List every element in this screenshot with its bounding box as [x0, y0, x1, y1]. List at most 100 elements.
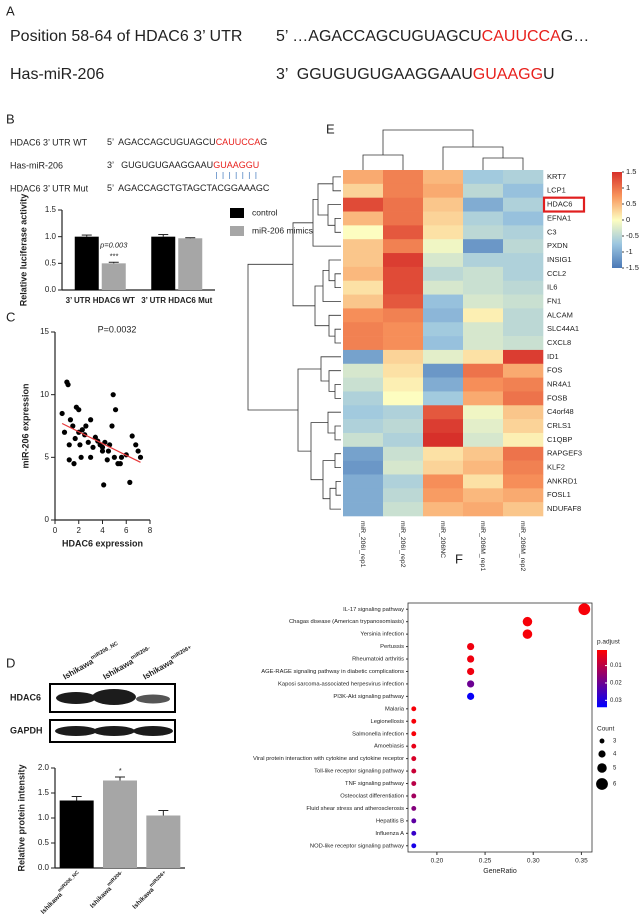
- size-legend-label: 6: [613, 782, 617, 788]
- heatmap-cell: [503, 211, 544, 226]
- heatmap-cell: [463, 280, 504, 295]
- heatmap-cell: [423, 363, 464, 378]
- heatmap-cell: [343, 211, 384, 226]
- heatmap-cell: [423, 405, 464, 420]
- heatmap-cell: [343, 308, 384, 323]
- point: [59, 410, 65, 417]
- colorbar: [597, 650, 607, 708]
- heatmap-cell: [463, 446, 504, 461]
- heatmap-cell: [463, 322, 504, 337]
- y-tick-label: Salmonella infection: [352, 731, 404, 737]
- heatmap-cell: [463, 460, 504, 475]
- heatmap-cell: [343, 225, 384, 240]
- heatmap-cell: [423, 239, 464, 254]
- binding-site: CAUUCCA: [216, 137, 261, 147]
- heatmap-cell: [503, 253, 544, 268]
- heatmap-cell: [463, 377, 504, 392]
- heatmap-cell: [343, 170, 384, 185]
- blot-band: [56, 692, 96, 704]
- y-tick-label: AGE-RAGE signaling pathway in diabetic c…: [261, 669, 404, 675]
- y-tick-label: NOD-like receptor signaling pathway: [310, 843, 404, 849]
- row-label: IL6: [547, 283, 557, 292]
- size-legend-label: 3: [613, 739, 617, 745]
- y-tick-label: 0.5: [38, 838, 50, 847]
- point: [83, 423, 89, 429]
- y-tick-label: TNF signaling pathway: [345, 781, 404, 787]
- heatmap-cell: [343, 377, 384, 392]
- row-label: SLC44A1: [547, 324, 579, 333]
- dot: [467, 655, 475, 663]
- heatmap-cell: [383, 225, 424, 240]
- dot: [467, 692, 475, 700]
- heatmap-cell: [463, 211, 504, 226]
- row-label: KLF2: [547, 463, 565, 472]
- lane-label-base: Ishikawa: [102, 657, 136, 682]
- dot: [411, 706, 417, 712]
- y-tick-label: Amoebiasis: [374, 744, 404, 750]
- heatmap-cell: [383, 349, 424, 365]
- heatmap-cell: [463, 363, 504, 378]
- lane-label-sup: miR206-: [130, 646, 152, 662]
- heatmap-cell: [343, 266, 384, 282]
- heatmap-cell: [463, 432, 504, 448]
- colorbar-tick-label: 0: [626, 215, 630, 224]
- point: [72, 435, 78, 442]
- colorbar-tick-label: -1.5: [626, 263, 639, 272]
- blot-band: [55, 726, 97, 736]
- heatmap-cell: [423, 336, 464, 351]
- bar: [59, 800, 94, 868]
- size-legend-label: 5: [613, 766, 617, 772]
- blot-row-label: GAPDH: [10, 725, 43, 735]
- row-label: C4orf48: [547, 407, 574, 416]
- dot: [411, 830, 417, 836]
- heatmap-cell: [383, 336, 424, 351]
- error-bar: [158, 234, 169, 237]
- bar: [146, 815, 181, 868]
- sequence: 5’ …AGACCAGCUGUAGCUCAUUCCAG…: [276, 28, 589, 45]
- heatmap-cell: [463, 349, 504, 365]
- heatmap-cell: [503, 460, 544, 475]
- heatmap-cell: [343, 405, 384, 420]
- error-bar: [81, 234, 92, 237]
- heatmap-cell: [503, 239, 544, 254]
- y-tick-label: Rheumatoid arthritis: [352, 657, 404, 663]
- x-tick-label: 2: [77, 526, 82, 535]
- point: [110, 392, 116, 398]
- sequence-part: G…: [561, 28, 589, 45]
- y-tick-label: Influenza A: [375, 831, 404, 837]
- row-label: FOSL1: [547, 490, 571, 499]
- heatmap-cell: [383, 266, 424, 282]
- point: [78, 454, 84, 460]
- x-tick-label-sup: miR206_NC: [57, 870, 81, 894]
- point: [67, 417, 74, 423]
- row-label: C1QBP: [547, 435, 572, 444]
- bar: [151, 236, 176, 290]
- heatmap-cell: [343, 197, 384, 212]
- point: [137, 454, 144, 460]
- row-label: NR4A1: [547, 380, 571, 389]
- colorbar-tick-label: -1: [626, 247, 633, 256]
- sequence-part: 3’ GGUGUGUGAAGGAAU: [276, 66, 473, 83]
- dot: [411, 818, 417, 824]
- point: [101, 482, 107, 488]
- legend-label: miR-206 mimics: [252, 225, 313, 235]
- lane-label-sup: miR206_NC: [90, 641, 119, 661]
- dot: [411, 781, 417, 786]
- point: [90, 444, 96, 450]
- sequence: 3’ GGUGUGUGAAGGAAUGUAAGGU: [276, 66, 555, 83]
- heatmap-cell: [343, 419, 384, 434]
- bar: [178, 238, 203, 290]
- binding-site: CAUUCCA: [482, 28, 561, 45]
- sequence-part: 5’ AGACCAGCTGTAGCTACGGAAAGC: [107, 183, 270, 193]
- bar: [74, 236, 99, 290]
- y-tick-label: 1.0: [45, 232, 57, 241]
- heatmap-cell: [343, 349, 384, 365]
- y-tick-label: Fluid shear stress and atherosclerosis: [306, 806, 404, 812]
- point: [61, 429, 68, 435]
- sequence-part: G: [260, 137, 267, 147]
- sequence-name: Has-miR-206: [10, 160, 63, 170]
- heatmap-cell: [503, 474, 544, 489]
- legend-label: control: [252, 207, 278, 217]
- x-tick-label: IshikawamiR206+: [130, 870, 171, 911]
